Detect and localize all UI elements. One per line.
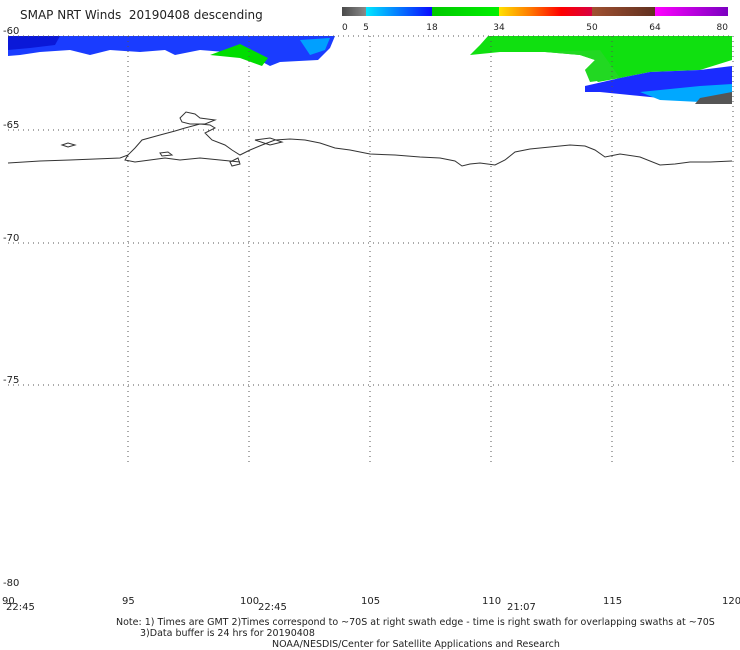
- swath-time-label: 22:45: [258, 602, 287, 613]
- lon-label-115: 115: [603, 596, 623, 607]
- colorbar-segment: [592, 7, 655, 16]
- colorbar-segment: [499, 7, 592, 16]
- credit-line: NOAA/NESDIS/Center for Satellite Applica…: [272, 639, 560, 650]
- chart-title: SMAP NRT Winds 20190408 descending: [20, 8, 263, 22]
- lat-label-80: -80: [3, 578, 20, 589]
- note-line-1: Note: 1) Times are GMT 2)Times correspon…: [116, 617, 715, 628]
- colorbar-tick-label: 18: [426, 23, 438, 33]
- wind-swath-left: [8, 36, 335, 66]
- lon-label-100: 100: [240, 596, 260, 607]
- lon-label-90: 90: [2, 596, 15, 607]
- note-line-2: 3)Data buffer is 24 hrs for 20190408: [140, 628, 315, 639]
- colorbar-segment: [342, 7, 366, 16]
- colorbar-tick-label: 34: [493, 23, 505, 33]
- lon-label-95: 95: [122, 596, 135, 607]
- lat-label-60: -60: [3, 26, 20, 37]
- wind-swath-right: [470, 36, 732, 104]
- wind-speed-colorbar: 0 5 18 34 50 64 80: [342, 7, 729, 33]
- colorbar-segment: [366, 7, 432, 16]
- lat-lon-grid: [8, 35, 734, 465]
- swath-time-label: 22:45: [6, 602, 35, 613]
- swath-time-label: 21:07: [507, 602, 536, 613]
- lon-label-120: 120: [722, 596, 740, 607]
- lat-label-70: -70: [3, 233, 20, 244]
- colorbar-segment: [655, 7, 728, 16]
- lat-label-75: -75: [3, 375, 20, 386]
- lon-label-105: 105: [361, 596, 381, 607]
- colorbar-segment: [432, 7, 499, 16]
- lat-label-65: -65: [3, 120, 20, 131]
- lon-label-110: 110: [482, 596, 502, 607]
- colorbar-tick-label: 50: [586, 23, 598, 33]
- colorbar-tick-label: 0: [342, 23, 348, 33]
- colorbar-tick-label: 80: [717, 23, 729, 33]
- colorbar-tick-label: 5: [363, 23, 369, 33]
- antarctic-coastline: [7, 111, 733, 167]
- colorbar-tick-label: 64: [649, 23, 661, 33]
